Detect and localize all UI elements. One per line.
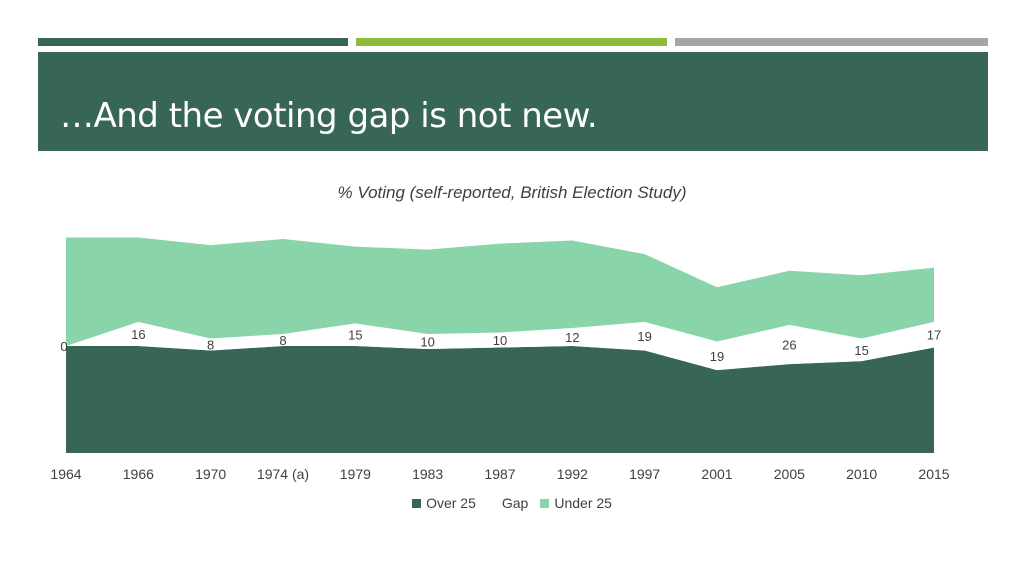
x-tick-label: 1987	[484, 466, 515, 482]
legend-item: Under 25	[540, 495, 612, 511]
x-tick-label: 1979	[340, 466, 371, 482]
accent-bar-1	[38, 38, 348, 46]
gap-data-label: 26	[782, 338, 796, 353]
x-tick-label: 2001	[701, 466, 732, 482]
legend-label: Over 25	[426, 495, 476, 511]
series-area-under-25	[66, 237, 934, 347]
gap-data-label: 0	[60, 339, 67, 354]
accent-bars	[38, 38, 988, 46]
title-banner: …And the voting gap is not new.	[38, 52, 988, 151]
x-tick-label: 1970	[195, 466, 226, 482]
gap-data-label: 10	[420, 335, 434, 350]
legend-swatch	[487, 499, 497, 508]
x-tick-label: 1983	[412, 466, 443, 482]
x-tick-label: 1992	[557, 466, 588, 482]
gap-data-label: 19	[710, 349, 724, 364]
legend-label: Gap	[501, 495, 529, 511]
x-tick-label: 1974 (a)	[257, 466, 309, 482]
gap-data-label: 10	[493, 333, 507, 348]
accent-bar-2	[356, 38, 667, 46]
gap-data-label: 12	[565, 330, 579, 345]
x-tick-label: 1964	[50, 466, 81, 482]
legend-swatch	[412, 499, 422, 508]
accent-bar-3	[675, 38, 988, 46]
gap-data-label: 8	[207, 338, 214, 353]
x-tick-label: 1966	[123, 466, 154, 482]
gap-data-label: 17	[927, 328, 941, 343]
legend-item: Gap	[487, 495, 529, 511]
x-tick-label: 2005	[774, 466, 805, 482]
legend-item: Over 25	[412, 495, 476, 511]
slide-title: …And the voting gap is not new.	[60, 96, 598, 136]
legend-label: Under 25	[554, 495, 612, 511]
x-tick-label: 2015	[918, 466, 949, 482]
gap-data-label: 15	[854, 343, 868, 358]
legend-swatch	[540, 499, 550, 508]
chart-legend: Over 25 Gap Under 25	[0, 495, 1024, 511]
gap-data-label: 16	[131, 327, 145, 342]
x-tick-label: 2010	[846, 466, 877, 482]
gap-data-label: 19	[637, 329, 651, 344]
x-tick-label: 1997	[629, 466, 660, 482]
chart-title: % Voting (self-reported, British Electio…	[337, 183, 687, 202]
gap-data-label: 8	[279, 333, 286, 348]
gap-data-label: 15	[348, 328, 362, 343]
series-area-over-25	[66, 346, 934, 453]
